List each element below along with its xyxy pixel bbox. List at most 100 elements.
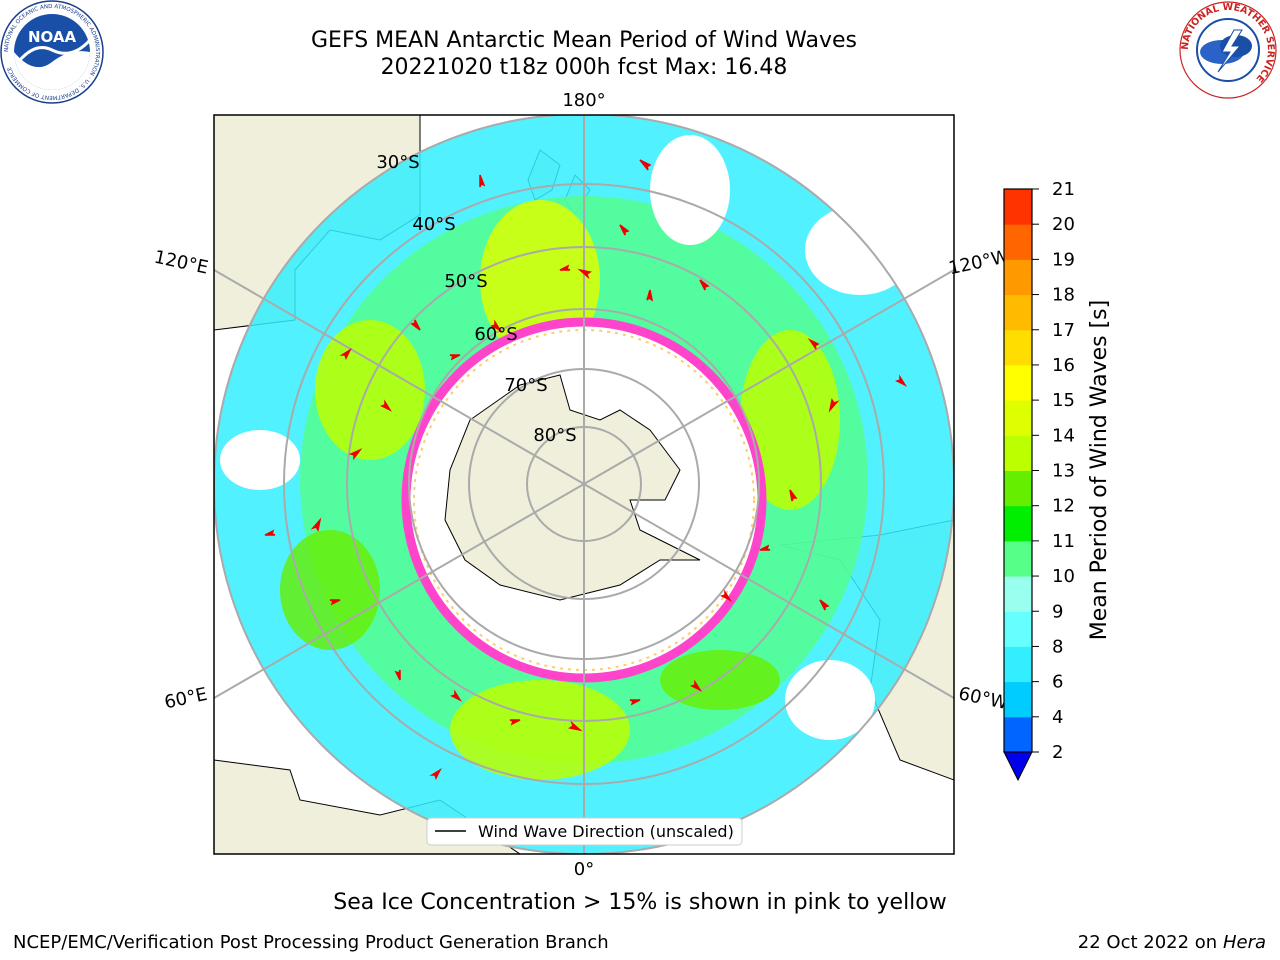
colorbar-band — [1004, 540, 1032, 577]
wave-arrow — [568, 720, 583, 732]
wave-arrow — [264, 529, 276, 536]
no-data-gap-1 — [650, 135, 730, 245]
wave-arrow — [807, 338, 820, 350]
wave-patch-southwest — [280, 530, 380, 650]
colorbar-tick-label: 12 — [1052, 496, 1075, 517]
land-antarctica — [444, 374, 701, 601]
legend-label: Wind Wave Direction (unscaled) — [478, 822, 734, 841]
colorbar-tick-label: 19 — [1052, 249, 1075, 270]
wave-arrow — [789, 489, 798, 502]
colorbar-band — [1004, 400, 1032, 436]
colorbar-tick-label: 21 — [1052, 179, 1075, 200]
colorbar-band — [1004, 646, 1032, 683]
lat-label-70s: 70°S — [504, 375, 547, 396]
map-frame — [213, 114, 955, 855]
lat-label-30s: 30°S — [376, 152, 419, 173]
colorbar-tick-label: 13 — [1052, 461, 1075, 482]
colorbar-tick-label: 15 — [1052, 390, 1075, 411]
wave-patch-east — [740, 330, 840, 510]
colorbar-band — [1004, 364, 1032, 401]
lon-label-0: 0° — [574, 859, 594, 880]
colorbar-band — [1004, 611, 1032, 647]
colorbar-band — [1004, 681, 1032, 718]
wave-arrow — [759, 544, 771, 551]
colorbar: 2 4 6 8 9 10 11 12 13 14 15 16 17 18 19 20 21 Mean Perio… — [1003, 179, 1112, 782]
colorbar-band — [1004, 259, 1032, 296]
colorbar-tick-label: 18 — [1052, 285, 1075, 306]
colorbar-band — [1004, 716, 1032, 753]
lon-label-60w: 60°W — [957, 683, 1010, 714]
wave-arrow — [690, 679, 703, 692]
wave-arrow — [380, 399, 393, 412]
wave-arrow — [646, 289, 654, 302]
colorbar-tick-label: 9 — [1052, 601, 1063, 622]
colorbar-tick-label: 11 — [1052, 531, 1075, 552]
lat-label-60s: 60°S — [474, 324, 517, 345]
colorbar-tick-label: 2 — [1052, 742, 1063, 763]
sea-ice-note: Sea Ice Concentration > 15% is shown in … — [333, 890, 947, 915]
no-data-gap-3 — [785, 660, 875, 740]
colorbar-tick-label: 16 — [1052, 355, 1075, 376]
colorbar-tick-label: 20 — [1052, 214, 1075, 235]
wind-wave-arrows — [264, 159, 908, 780]
colorbar-band — [1004, 505, 1032, 542]
wave-arrow — [310, 517, 322, 532]
wave-arrow — [394, 669, 401, 681]
wave-arrow — [329, 599, 341, 606]
footer-machine: Hera — [1222, 932, 1266, 953]
colorbar-tick-label: 6 — [1052, 672, 1063, 693]
wave-patch-west — [315, 320, 425, 460]
wave-arrow — [619, 224, 630, 236]
wave-arrow — [339, 347, 352, 360]
chart-subtitle: 20221020 t18z 000h fcst Max: 16.48 — [380, 55, 788, 80]
wave-arrow — [509, 719, 521, 726]
wave-arrow — [449, 354, 461, 361]
noaa-logo-text: NOAA — [28, 28, 77, 46]
nws-logo: NATIONAL WEATHER SERVICE — [1179, 1, 1277, 99]
wave-arrow — [429, 767, 442, 780]
chart-title: GEFS MEAN Antarctic Mean Period of Wind … — [311, 28, 857, 53]
wave-arrow — [629, 699, 641, 706]
colorbar-band — [1004, 294, 1032, 331]
wave-arrow — [895, 374, 908, 387]
colorbar-band — [1004, 329, 1032, 366]
colorbar-band — [1004, 435, 1032, 471]
colorbar-label: Mean Period of Wind Waves [s] — [1087, 300, 1112, 640]
colorbar-extend-triangle — [1003, 751, 1033, 782]
footer-branch: NCEP/EMC/Verification Post Processing Pr… — [13, 932, 609, 953]
lon-label-120w: 120°W — [947, 246, 1011, 279]
wave-arrow — [410, 319, 421, 331]
wave-arrow — [577, 268, 592, 280]
wave-arrow — [819, 599, 830, 611]
colorbar-band — [1004, 189, 1032, 225]
wave-arrow — [348, 448, 363, 461]
wave-arrow — [490, 319, 503, 332]
lat-label-40s: 40°S — [412, 214, 455, 235]
colorbar-tick-label: 17 — [1052, 320, 1075, 341]
noaa-logo: NOAA NATIONAL OCEANIC AND ATMOSPHERIC AD… — [0, 0, 104, 104]
footer-date-text: 22 Oct 2022 on — [1077, 932, 1218, 953]
footer-date: 22 Oct 2022 on Hera — [1078, 932, 1266, 953]
colorbar-band — [1004, 576, 1032, 612]
wave-arrow — [699, 279, 710, 291]
lon-label-60e: 60°E — [163, 684, 210, 714]
wave-arrow — [828, 398, 840, 413]
colorbar-band — [1004, 470, 1032, 507]
lat-label-50s: 50°S — [444, 271, 487, 292]
wave-arrow — [639, 159, 652, 171]
colorbar-tick-label: 4 — [1052, 707, 1063, 728]
graticule — [214, 115, 954, 854]
lon-label-180: 180° — [562, 90, 605, 111]
wave-arrow — [479, 174, 486, 188]
no-data-gap-4 — [220, 430, 300, 490]
map-legend: Wind Wave Direction (unscaled) — [426, 817, 743, 846]
wave-arrow — [720, 589, 733, 602]
no-data-gap-2 — [805, 205, 915, 295]
lat-label-80s: 80°S — [533, 425, 576, 446]
lon-label-120e: 120°E — [152, 247, 210, 279]
colorbar-band — [1004, 224, 1032, 260]
colorbar-tick-label: 14 — [1052, 425, 1075, 446]
colorbar-tick-label: 8 — [1052, 636, 1063, 657]
colorbar-tick-label: 10 — [1052, 566, 1075, 587]
